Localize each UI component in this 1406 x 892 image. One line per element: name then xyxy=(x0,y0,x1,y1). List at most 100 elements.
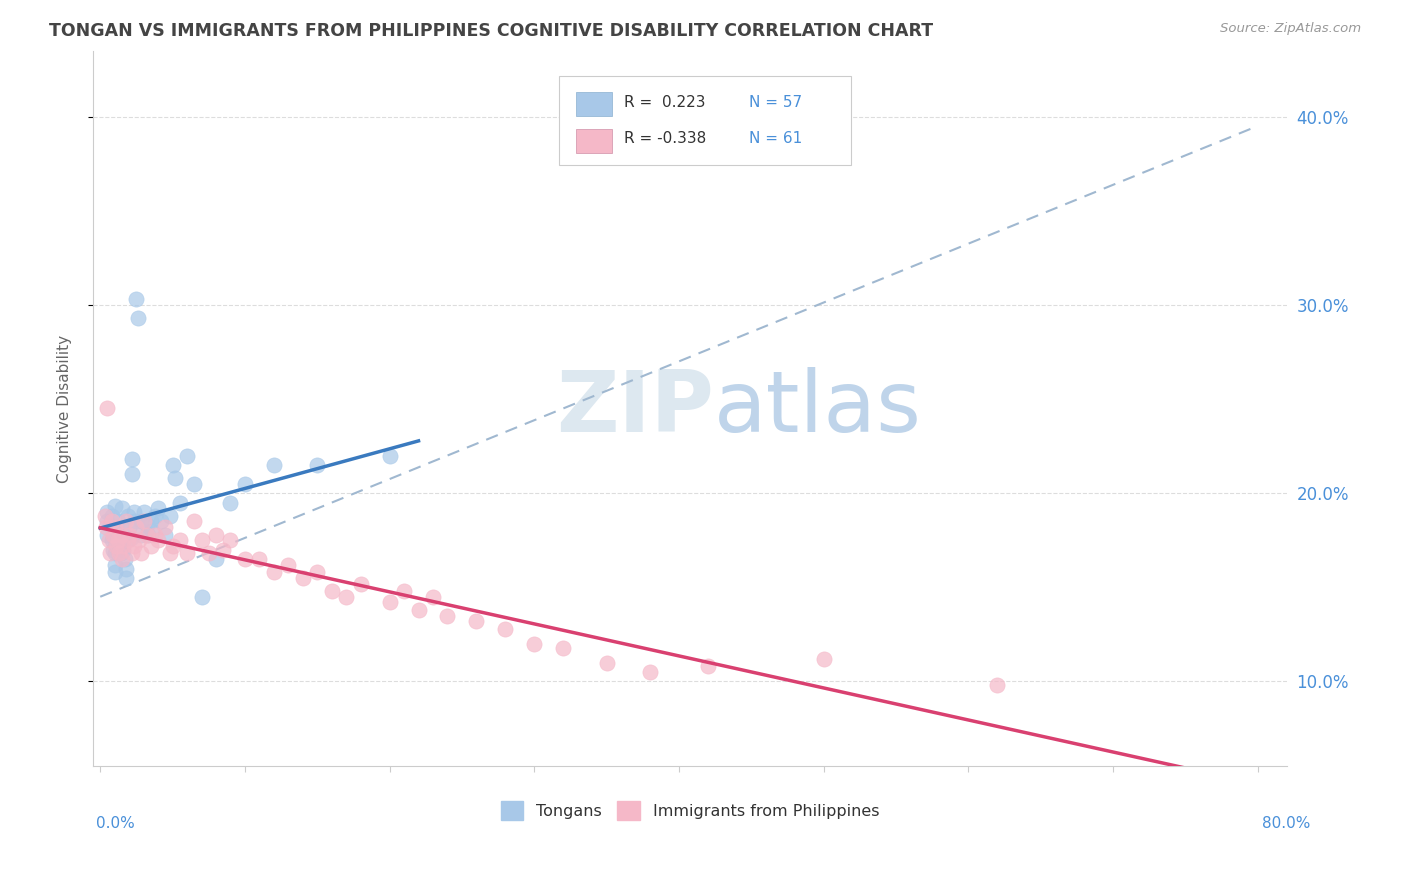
Point xyxy=(101,533,124,548)
Point xyxy=(205,552,228,566)
Point xyxy=(96,527,118,541)
Point xyxy=(307,566,329,580)
Point xyxy=(150,515,173,529)
Point xyxy=(233,552,256,566)
Point xyxy=(219,533,242,548)
Point xyxy=(129,515,152,529)
Point xyxy=(110,546,132,560)
Point xyxy=(128,533,150,548)
Point xyxy=(139,539,162,553)
Point xyxy=(553,640,575,655)
Point xyxy=(118,520,141,534)
Point xyxy=(105,539,128,553)
Point xyxy=(139,515,162,529)
Point xyxy=(104,500,127,514)
Text: N = 57: N = 57 xyxy=(749,95,803,110)
Point xyxy=(190,533,212,548)
Point xyxy=(114,552,136,566)
Point xyxy=(108,546,131,560)
Point xyxy=(595,656,617,670)
Point xyxy=(115,561,138,575)
Point xyxy=(135,527,157,541)
Point xyxy=(96,505,118,519)
Point xyxy=(127,311,149,326)
Point xyxy=(143,508,166,523)
Text: R =  0.223: R = 0.223 xyxy=(624,95,706,110)
Point xyxy=(100,546,122,560)
Point xyxy=(94,520,117,534)
Point xyxy=(110,527,132,541)
Point xyxy=(100,518,122,533)
Point xyxy=(111,520,134,534)
FancyBboxPatch shape xyxy=(576,92,612,116)
Y-axis label: Cognitive Disability: Cognitive Disability xyxy=(58,334,72,483)
Point xyxy=(350,576,373,591)
Point xyxy=(132,515,155,529)
Point xyxy=(122,539,145,553)
Point xyxy=(107,515,129,529)
Text: atlas: atlas xyxy=(714,367,922,450)
Point xyxy=(205,527,228,541)
Point xyxy=(124,515,146,529)
Point xyxy=(143,527,166,541)
Point xyxy=(176,546,198,560)
Point xyxy=(117,508,139,523)
Point xyxy=(121,546,143,560)
Point xyxy=(422,590,444,604)
Point xyxy=(108,527,131,541)
Point xyxy=(125,292,148,306)
Point xyxy=(436,608,458,623)
Point xyxy=(96,515,118,529)
Text: ZIP: ZIP xyxy=(555,367,714,450)
Point xyxy=(197,546,219,560)
Point xyxy=(155,520,177,534)
Point xyxy=(104,546,127,560)
Point xyxy=(813,652,835,666)
Point xyxy=(247,552,270,566)
Point xyxy=(378,449,401,463)
Point xyxy=(104,566,127,580)
Point xyxy=(93,508,115,523)
Point xyxy=(118,527,141,541)
Point xyxy=(696,659,718,673)
Point xyxy=(115,571,138,585)
Point xyxy=(103,527,125,541)
Point xyxy=(378,595,401,609)
Point xyxy=(233,476,256,491)
Point xyxy=(132,505,155,519)
Point xyxy=(104,533,127,548)
Point xyxy=(104,520,127,534)
Point xyxy=(120,532,142,546)
Text: R = -0.338: R = -0.338 xyxy=(624,131,706,146)
Point xyxy=(169,533,191,548)
Point xyxy=(111,533,134,548)
Point xyxy=(159,546,181,560)
Point xyxy=(263,458,285,472)
Point xyxy=(103,542,125,557)
Point xyxy=(277,558,299,572)
Point xyxy=(307,458,329,472)
Text: 0.0%: 0.0% xyxy=(96,816,135,831)
Point xyxy=(146,533,169,548)
Point xyxy=(117,533,139,548)
Point xyxy=(96,401,118,416)
Point xyxy=(101,508,124,523)
Point xyxy=(135,518,157,533)
Point xyxy=(190,590,212,604)
Point xyxy=(97,533,120,548)
Point xyxy=(136,527,159,541)
Point xyxy=(112,542,135,557)
FancyBboxPatch shape xyxy=(576,129,612,153)
Point xyxy=(122,505,145,519)
Text: TONGAN VS IMMIGRANTS FROM PHILIPPINES COGNITIVE DISABILITY CORRELATION CHART: TONGAN VS IMMIGRANTS FROM PHILIPPINES CO… xyxy=(49,22,934,40)
Text: 80.0%: 80.0% xyxy=(1263,816,1310,831)
Point xyxy=(162,458,184,472)
Point xyxy=(108,539,131,553)
Point xyxy=(159,508,181,523)
Point xyxy=(986,678,1008,692)
Point xyxy=(212,542,235,557)
FancyBboxPatch shape xyxy=(558,76,851,165)
Point xyxy=(146,501,169,516)
Text: N = 61: N = 61 xyxy=(749,131,803,146)
Point xyxy=(162,539,184,553)
